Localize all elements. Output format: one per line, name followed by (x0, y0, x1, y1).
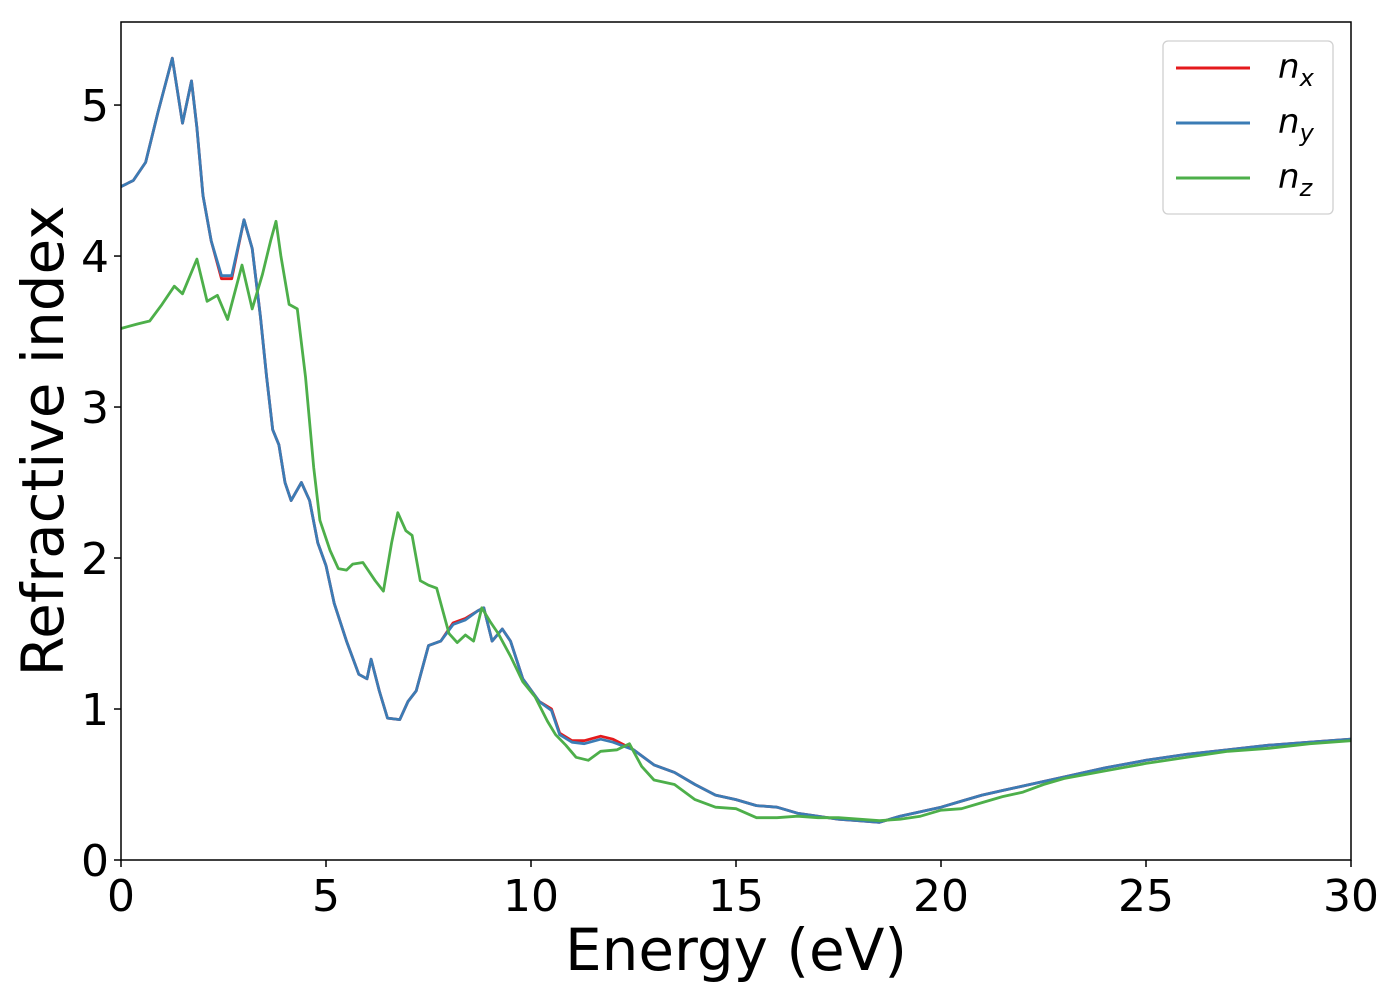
y-tick-label: 4 (81, 232, 109, 283)
series-line-n-y (121, 56, 1351, 824)
x-axis: 0 5 10 15 20 25 30 (107, 860, 1379, 922)
legend-label: ny (1278, 102, 1315, 147)
y-axis: 0 1 2 3 4 5 (81, 81, 121, 887)
legend-label: nz (1278, 157, 1314, 202)
y-tick-label: 3 (81, 383, 109, 434)
x-axis-title: Energy (eV) (565, 916, 907, 984)
y-tick-label: 2 (81, 534, 109, 585)
legend-label: nx (1278, 47, 1315, 92)
x-tick-label: 10 (503, 871, 559, 922)
legend: nx ny nz (1162, 40, 1334, 215)
plot-lines (121, 56, 1351, 824)
x-tick-label: 0 (107, 871, 135, 922)
y-tick-label: 0 (81, 836, 109, 887)
y-axis-title: Refractive index (9, 205, 77, 676)
x-tick-label: 30 (1323, 871, 1379, 922)
x-tick-label: 20 (913, 871, 969, 922)
x-tick-label: 25 (1118, 871, 1174, 922)
y-tick-label: 5 (81, 81, 109, 132)
x-tick-label: 15 (708, 871, 764, 922)
x-tick-label: 5 (312, 871, 340, 922)
series-line-n-z (121, 219, 1351, 823)
legend-box (1162, 40, 1334, 215)
y-tick-label: 1 (81, 685, 109, 736)
